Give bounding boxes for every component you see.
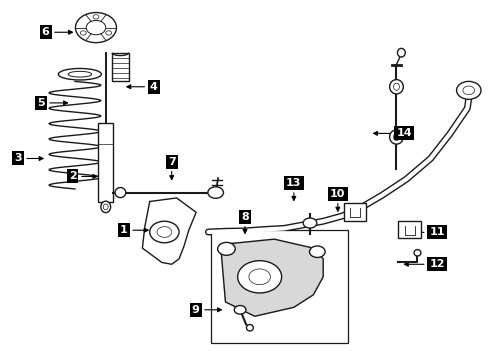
Circle shape [150, 221, 179, 243]
Circle shape [93, 15, 99, 19]
Polygon shape [220, 239, 323, 316]
Ellipse shape [246, 324, 253, 331]
Ellipse shape [390, 80, 403, 94]
Ellipse shape [101, 201, 111, 213]
Circle shape [208, 187, 223, 198]
Circle shape [75, 13, 117, 42]
Bar [344, 203, 366, 221]
Ellipse shape [115, 188, 126, 198]
Circle shape [457, 81, 481, 99]
Text: 4: 4 [150, 82, 158, 92]
Circle shape [234, 306, 246, 314]
Polygon shape [143, 198, 196, 264]
Circle shape [310, 246, 325, 257]
Bar [98, 123, 113, 202]
Text: 8: 8 [241, 212, 249, 222]
Circle shape [238, 261, 282, 293]
Ellipse shape [68, 71, 92, 77]
Ellipse shape [397, 48, 405, 57]
Text: 10: 10 [330, 189, 345, 199]
Text: 14: 14 [396, 129, 412, 138]
Text: 12: 12 [429, 259, 445, 269]
Ellipse shape [414, 249, 421, 256]
Text: 9: 9 [192, 305, 199, 315]
Text: 7: 7 [168, 157, 175, 167]
Ellipse shape [58, 68, 101, 80]
Circle shape [86, 21, 106, 35]
Text: 3: 3 [14, 153, 22, 163]
Circle shape [218, 242, 235, 255]
Text: 6: 6 [42, 27, 49, 37]
Ellipse shape [390, 130, 403, 144]
Text: 1: 1 [120, 225, 128, 235]
Circle shape [80, 31, 86, 35]
Bar [211, 230, 347, 343]
Circle shape [106, 31, 112, 35]
Text: 2: 2 [69, 171, 76, 181]
Circle shape [303, 218, 317, 228]
Text: 13: 13 [286, 178, 301, 188]
Text: 11: 11 [429, 228, 445, 237]
Bar [112, 53, 129, 81]
Text: 5: 5 [37, 98, 45, 108]
Bar [398, 221, 421, 238]
